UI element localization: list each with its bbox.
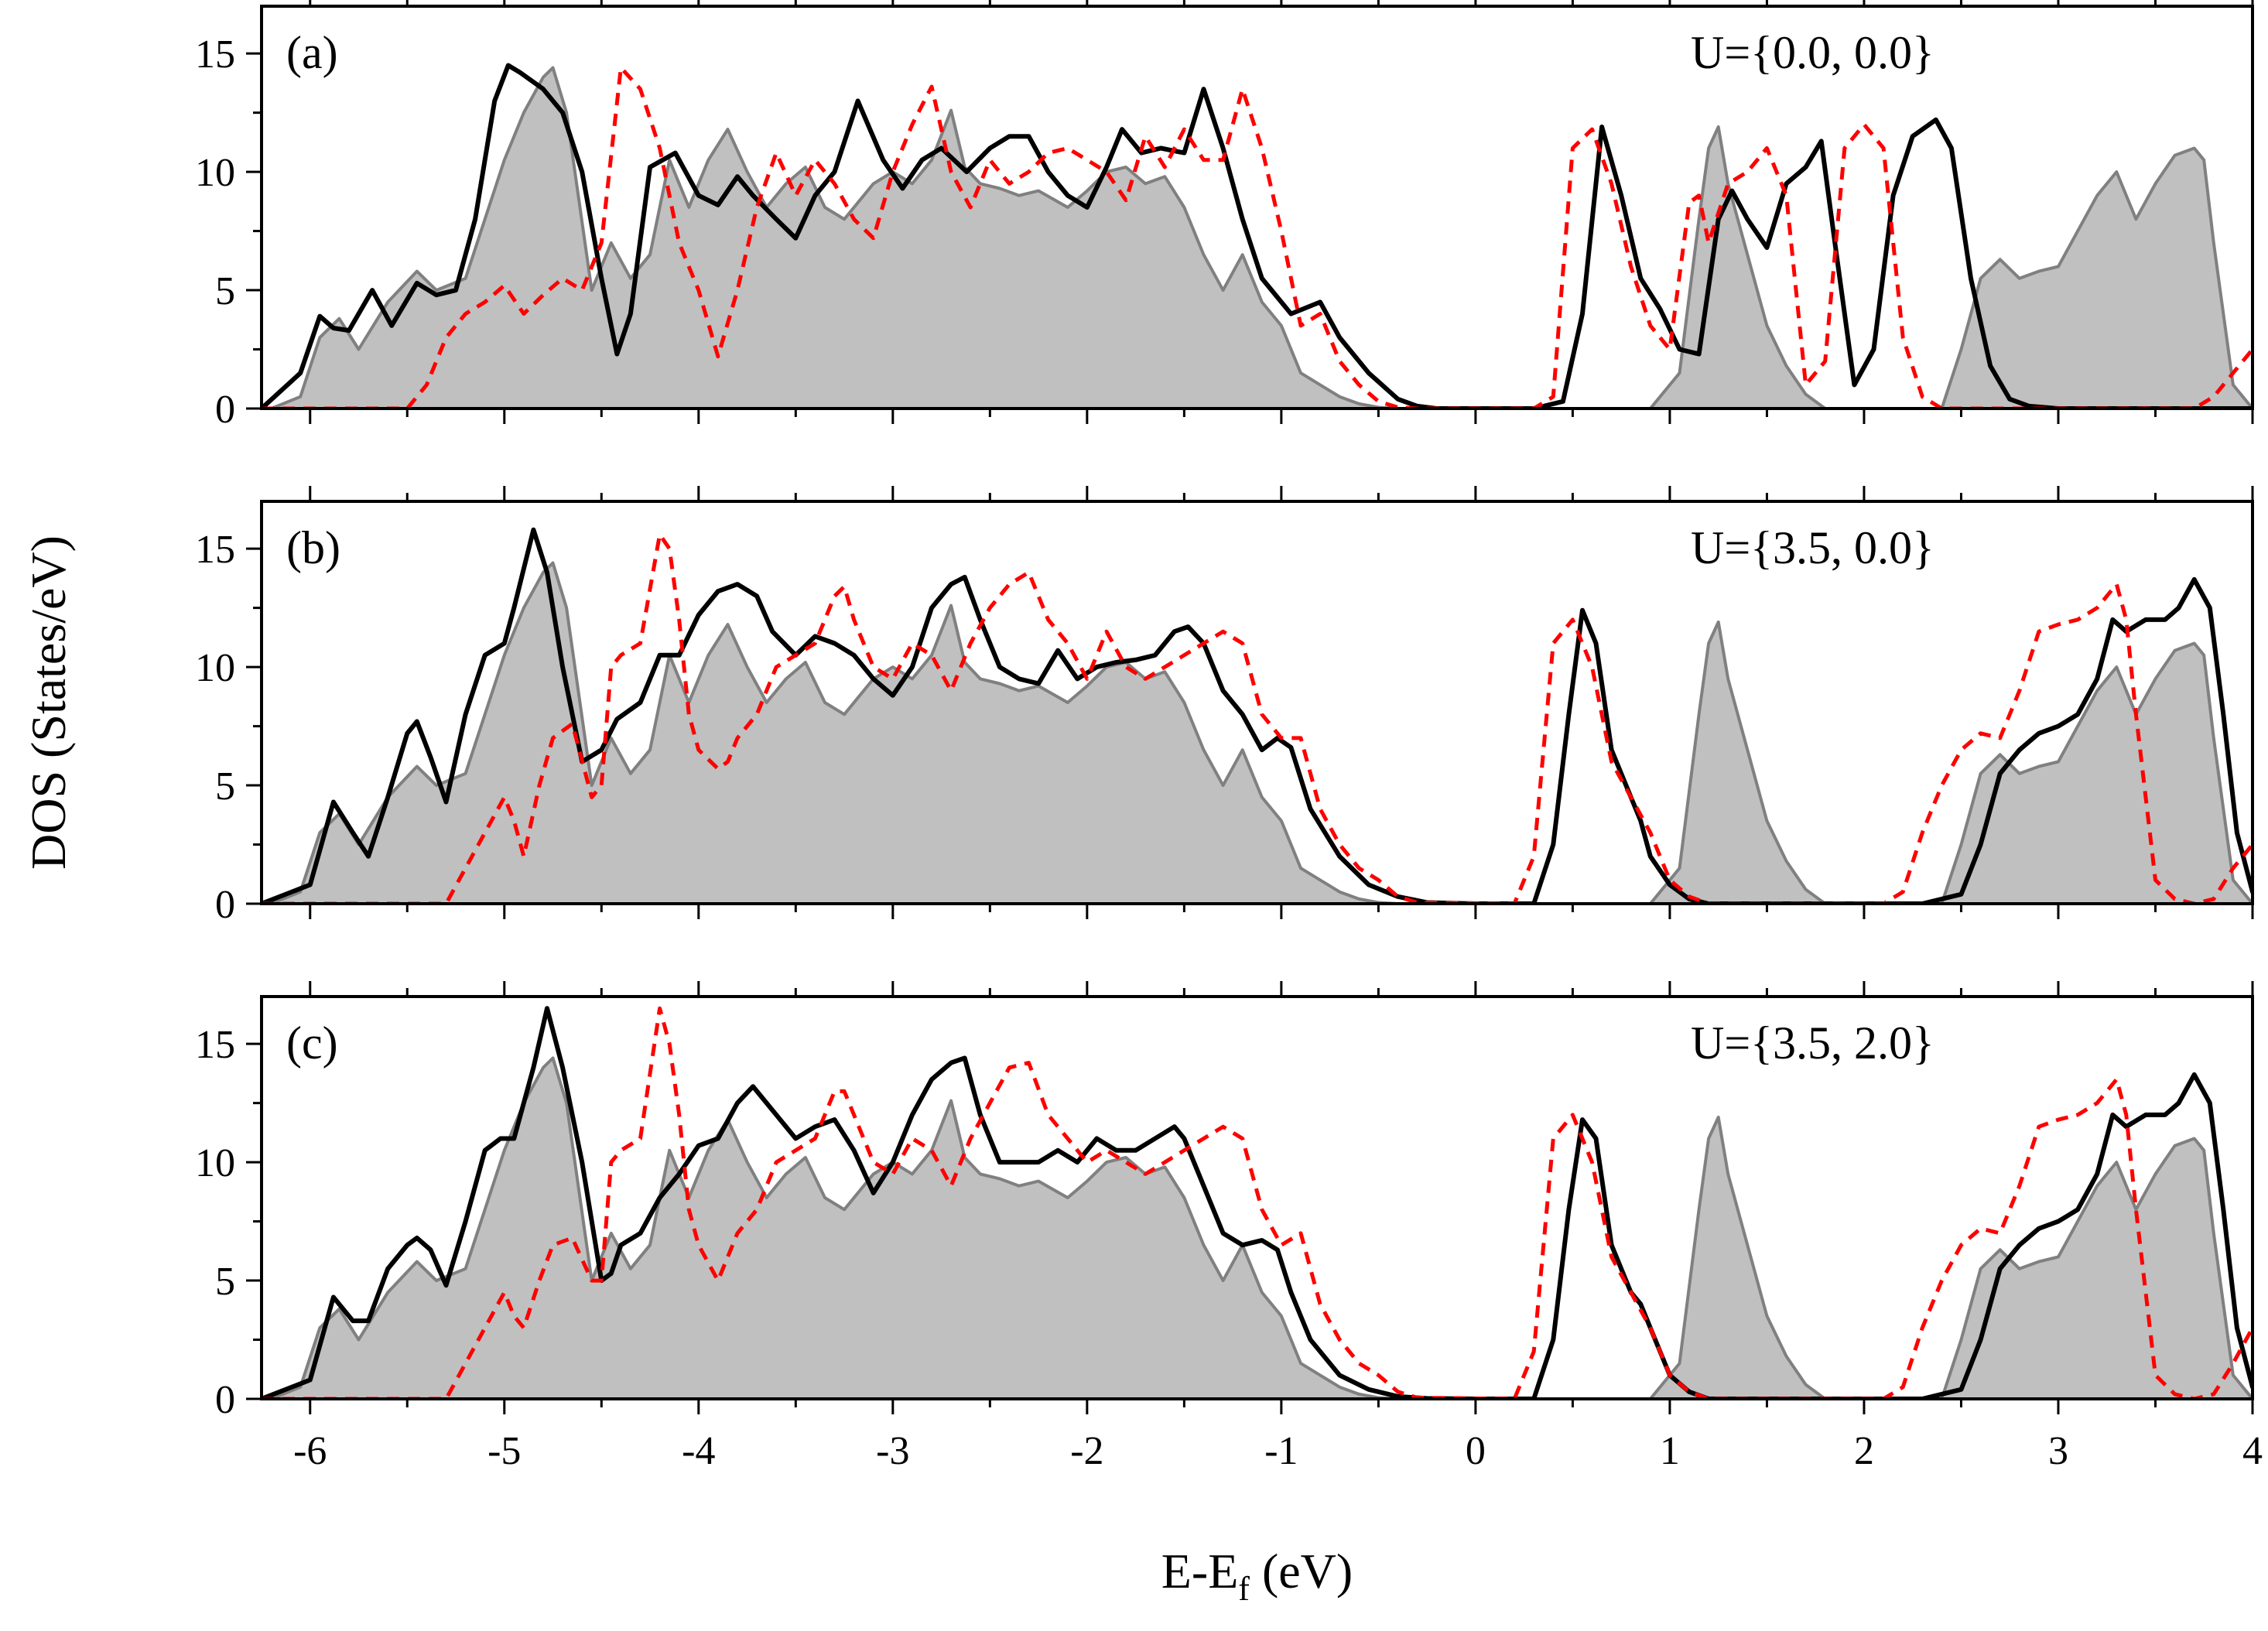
plot-area <box>262 63 2253 409</box>
x-tick-label: -4 <box>682 1429 715 1473</box>
series-dashed-line <box>262 1006 2253 1399</box>
x-tick-label: 3 <box>2048 1429 2068 1473</box>
series-dashed-line <box>262 66 2253 409</box>
y-tick-label: 10 <box>195 151 235 195</box>
y-tick-label: 0 <box>215 1378 235 1422</box>
x-tick-label: -1 <box>1264 1429 1298 1473</box>
x-tick-label: 1 <box>1660 1429 1680 1473</box>
y-tick-label: 10 <box>195 646 235 690</box>
y-axis-title: DOS (States/eV) <box>21 535 76 870</box>
panel-label: (a) <box>286 27 338 78</box>
panel-a: 0 5 10 15 (a) U={0.0, 0.0} <box>195 0 2254 432</box>
y-tick-label: 15 <box>195 32 235 77</box>
plot-frame <box>260 500 2254 905</box>
x-tick-label: -6 <box>293 1429 327 1473</box>
y-tick-label: 5 <box>215 269 235 313</box>
y-tick-label: 0 <box>215 883 235 927</box>
panel-label: (b) <box>286 522 340 573</box>
panel-c: 0 5 10 15 (c) U={3.5, 2.0} <box>195 981 2254 1422</box>
y-tick-label: 0 <box>215 388 235 432</box>
series-solid-line <box>262 527 2253 904</box>
y-tick-label: 10 <box>195 1141 235 1185</box>
series-solid-line <box>262 63 2253 409</box>
series-reference-area <box>271 562 2253 904</box>
x-tick-label: 0 <box>1466 1429 1486 1473</box>
series-reference-line <box>270 1056 2253 1399</box>
u-parameter-label: U={3.5, 2.0} <box>1691 1017 1934 1069</box>
y-tick-label: 5 <box>215 1260 235 1304</box>
series-reference-line <box>270 561 2253 904</box>
plot-area <box>262 527 2253 904</box>
series-reference-area <box>271 1058 2253 1399</box>
plot-frame <box>260 5 2254 410</box>
plot-frame <box>260 995 2254 1400</box>
y-tick-label: 15 <box>195 1023 235 1067</box>
u-parameter-label: U={3.5, 0.0} <box>1691 522 1934 573</box>
x-axis-title: E-Ef (eV) <box>1161 1544 1353 1608</box>
panel-label: (c) <box>286 1017 338 1069</box>
x-tick-label: 4 <box>2242 1429 2263 1473</box>
panel-b: 0 5 10 15 (b) U={3.5, 0.0} <box>195 486 2254 927</box>
u-parameter-label: U={0.0, 0.0} <box>1691 27 1934 78</box>
series-solid-line <box>262 1006 2253 1399</box>
x-tick-label: -3 <box>876 1429 909 1473</box>
x-tick-label: 2 <box>1854 1429 1874 1473</box>
y-tick-label: 15 <box>195 528 235 572</box>
plot-area <box>262 1006 2253 1399</box>
series-reference-area <box>271 67 2253 409</box>
series-dashed-line <box>262 532 2253 904</box>
x-tick-label: -2 <box>1070 1429 1103 1473</box>
y-tick-label: 5 <box>215 764 235 809</box>
x-tick-label: -5 <box>487 1429 521 1473</box>
